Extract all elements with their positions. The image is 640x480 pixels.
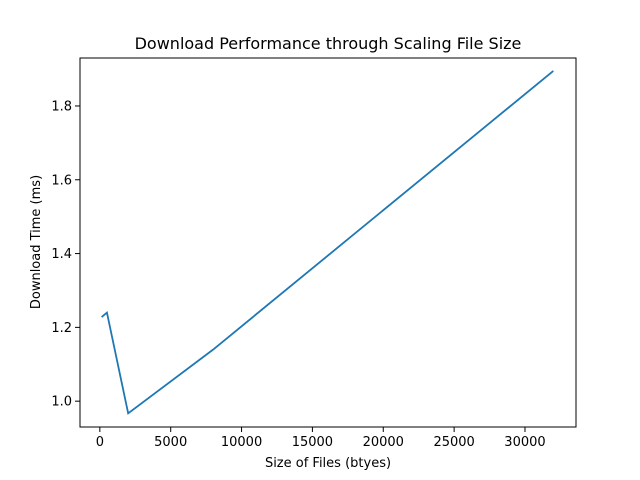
x-tick-label: 20000 bbox=[363, 435, 404, 450]
axes-frame bbox=[79, 57, 577, 428]
x-axis-label: Size of Files (btyes) bbox=[265, 456, 391, 471]
y-tick-label: 1.4 bbox=[51, 247, 72, 262]
x-tick-label: 15000 bbox=[292, 435, 333, 450]
y-tick-label: 1.0 bbox=[51, 395, 72, 410]
chart-title: Download Performance through Scaling Fil… bbox=[135, 34, 522, 53]
y-tick-label: 1.6 bbox=[51, 173, 72, 188]
x-tick-label: 10000 bbox=[221, 435, 262, 450]
x-tick-label: 0 bbox=[96, 435, 104, 450]
y-tick-label: 1.2 bbox=[51, 321, 72, 336]
x-tick-label: 30000 bbox=[504, 435, 545, 450]
y-tick-label: 1.8 bbox=[51, 99, 72, 114]
y-axis-label: Download Time (ms) bbox=[29, 175, 44, 309]
y-axis-ticks: 1.0 1.2 1.4 1.6 1.8 bbox=[51, 99, 80, 410]
x-axis-ticks: 0 5000 10000 15000 20000 25000 30000 bbox=[96, 427, 546, 450]
x-tick-label: 25000 bbox=[433, 435, 474, 450]
series-line bbox=[101, 70, 554, 415]
x-tick-label: 5000 bbox=[154, 435, 187, 450]
